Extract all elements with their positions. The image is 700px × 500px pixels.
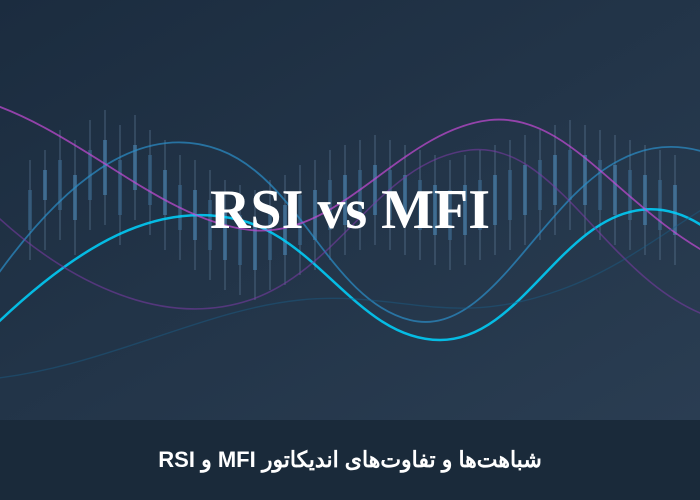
hero-title: RSI vs MFI (210, 178, 490, 242)
hero-image: RSI vs MFI (0, 0, 700, 420)
caption-bar: شباهت‌ها و تفاوت‌های اندیکاتور MFI و RSI (0, 420, 700, 500)
caption-text: شباهت‌ها و تفاوت‌های اندیکاتور MFI و RSI (158, 447, 541, 473)
